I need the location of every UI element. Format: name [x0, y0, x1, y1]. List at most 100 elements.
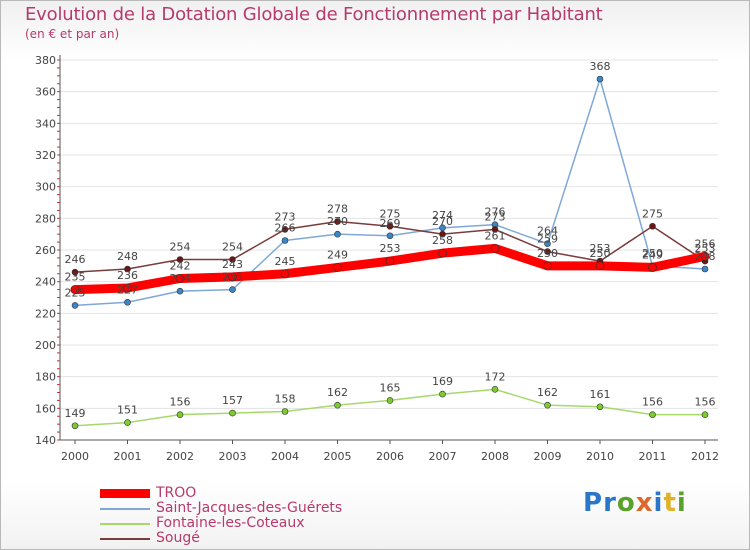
data-label-soug-: 275 [642, 207, 663, 220]
legend-item-troo: TROO [100, 486, 342, 501]
point-saint-jacques-des-gu-rets [71, 302, 79, 309]
point-saint-jacques-des-gu-rets [596, 75, 604, 83]
point-saint-jacques-des-gu-rets [334, 230, 341, 238]
data-label-saint-jacques-des-gu-rets: 234 [170, 272, 191, 285]
data-label-fontaine-les-coteaux: 156 [695, 396, 716, 409]
data-label-troo: 250 [590, 247, 611, 260]
point-fontaine-les-coteaux [334, 401, 341, 409]
point-troo [228, 272, 237, 282]
point-fontaine-les-coteaux [176, 411, 184, 418]
point-troo [595, 261, 605, 271]
chart-subtitle: (en € et par an) [25, 27, 120, 41]
data-label-troo: 245 [275, 255, 296, 268]
y-tick-label: 360 [35, 86, 56, 99]
data-label-soug-: 254 [222, 241, 243, 254]
data-label-soug-: 253 [590, 242, 611, 255]
data-label-soug-: 248 [117, 250, 138, 263]
logo-letter: t [663, 488, 677, 518]
x-tick-label: 2004 [271, 450, 299, 463]
data-label-soug-: 273 [485, 210, 506, 223]
x-tick-label: 2007 [429, 450, 457, 463]
point-soug- [491, 226, 499, 233]
legend: TROO Saint-Jacques-des-Guérets Fontaine-le… [100, 486, 342, 546]
point-fontaine-les-coteaux [596, 403, 604, 411]
point-saint-jacques-des-gu-rets [701, 265, 709, 273]
data-label-fontaine-les-coteaux: 158 [275, 393, 296, 406]
data-label-soug-: 253 [695, 242, 716, 255]
point-saint-jacques-des-gu-rets [439, 224, 446, 232]
point-troo [543, 261, 552, 271]
x-tick-label: 2005 [324, 450, 352, 463]
x-tick-label: 2003 [219, 450, 247, 463]
point-soug- [124, 265, 131, 273]
data-label-saint-jacques-des-gu-rets: 227 [117, 283, 138, 296]
y-tick-label: 220 [35, 307, 56, 320]
y-tick-label: 160 [35, 402, 56, 415]
legend-label: TROO [156, 485, 197, 501]
x-tick-label: 2009 [534, 450, 562, 463]
point-saint-jacques-des-gu-rets [176, 287, 184, 295]
data-label-fontaine-les-coteaux: 156 [170, 396, 191, 409]
point-troo [280, 269, 290, 279]
point-fontaine-les-coteaux [649, 411, 656, 418]
x-tick-label: 2012 [691, 450, 719, 463]
point-soug- [229, 256, 236, 263]
y-tick-label: 180 [35, 371, 56, 384]
point-fontaine-les-coteaux [229, 409, 236, 417]
data-label-soug-: 270 [432, 215, 453, 228]
point-saint-jacques-des-gu-rets [386, 232, 394, 240]
x-tick-label: 2002 [166, 450, 194, 463]
data-label-troo: 256 [695, 237, 716, 250]
data-label-troo: 243 [222, 258, 243, 271]
point-saint-jacques-des-gu-rets [281, 237, 289, 244]
data-label-saint-jacques-des-gu-rets: 225 [65, 286, 86, 299]
data-label-fontaine-les-coteaux: 169 [432, 375, 453, 388]
data-label-saint-jacques-des-gu-rets: 266 [275, 222, 296, 235]
data-label-troo: 249 [642, 248, 663, 261]
data-label-troo: 236 [117, 269, 138, 282]
point-soug- [176, 256, 184, 263]
legend-swatch [100, 537, 150, 540]
data-label-fontaine-les-coteaux: 157 [222, 394, 243, 407]
data-label-troo: 235 [65, 271, 86, 284]
point-fontaine-les-coteaux [281, 408, 289, 415]
point-fontaine-les-coteaux [701, 411, 709, 418]
logo-letter: r [603, 488, 617, 518]
point-troo [123, 283, 132, 293]
logo-letter: i [653, 488, 664, 518]
data-label-fontaine-les-coteaux: 162 [537, 386, 558, 399]
point-soug- [71, 268, 79, 276]
legend-label: Fontaine-les-Coteaux [156, 515, 305, 531]
chart-title: Evolution de la Dotation Globale de Fonc… [25, 4, 603, 25]
point-soug- [649, 222, 656, 230]
point-fontaine-les-coteaux [491, 386, 499, 393]
point-soug- [334, 218, 341, 225]
data-label-troo: 250 [537, 247, 558, 260]
point-fontaine-les-coteaux [386, 397, 394, 404]
point-saint-jacques-des-gu-rets [544, 240, 551, 247]
data-label-saint-jacques-des-gu-rets: 235 [222, 271, 243, 284]
legend-swatch [100, 507, 150, 510]
y-tick-label: 320 [35, 149, 56, 162]
point-fontaine-les-coteaux [439, 390, 446, 398]
point-soug- [439, 230, 446, 238]
data-label-saint-jacques-des-gu-rets: 250 [642, 247, 663, 260]
data-label-troo: 261 [485, 229, 506, 242]
data-label-troo: 253 [380, 242, 401, 255]
data-label-saint-jacques-des-gu-rets: 276 [485, 206, 506, 219]
data-label-saint-jacques-des-gu-rets: 274 [432, 209, 453, 222]
data-label-fontaine-les-coteaux: 151 [117, 404, 138, 417]
point-soug- [281, 226, 289, 233]
point-fontaine-les-coteaux [124, 419, 131, 426]
proxiti-logo: Proxiti [583, 488, 687, 518]
y-tick-label: 380 [35, 54, 56, 67]
data-label-soug-: 246 [65, 253, 86, 266]
legend-item-fontaine-les-coteaux: Fontaine-les-Coteaux [100, 516, 342, 531]
data-label-saint-jacques-des-gu-rets: 264 [537, 225, 558, 238]
y-tick-label: 240 [35, 276, 56, 289]
x-tick-label: 2010 [586, 450, 614, 463]
y-tick-label: 200 [35, 339, 56, 352]
y-tick-label: 280 [35, 212, 56, 225]
x-tick-label: 2008 [481, 450, 509, 463]
data-label-saint-jacques-des-gu-rets: 270 [327, 215, 348, 228]
